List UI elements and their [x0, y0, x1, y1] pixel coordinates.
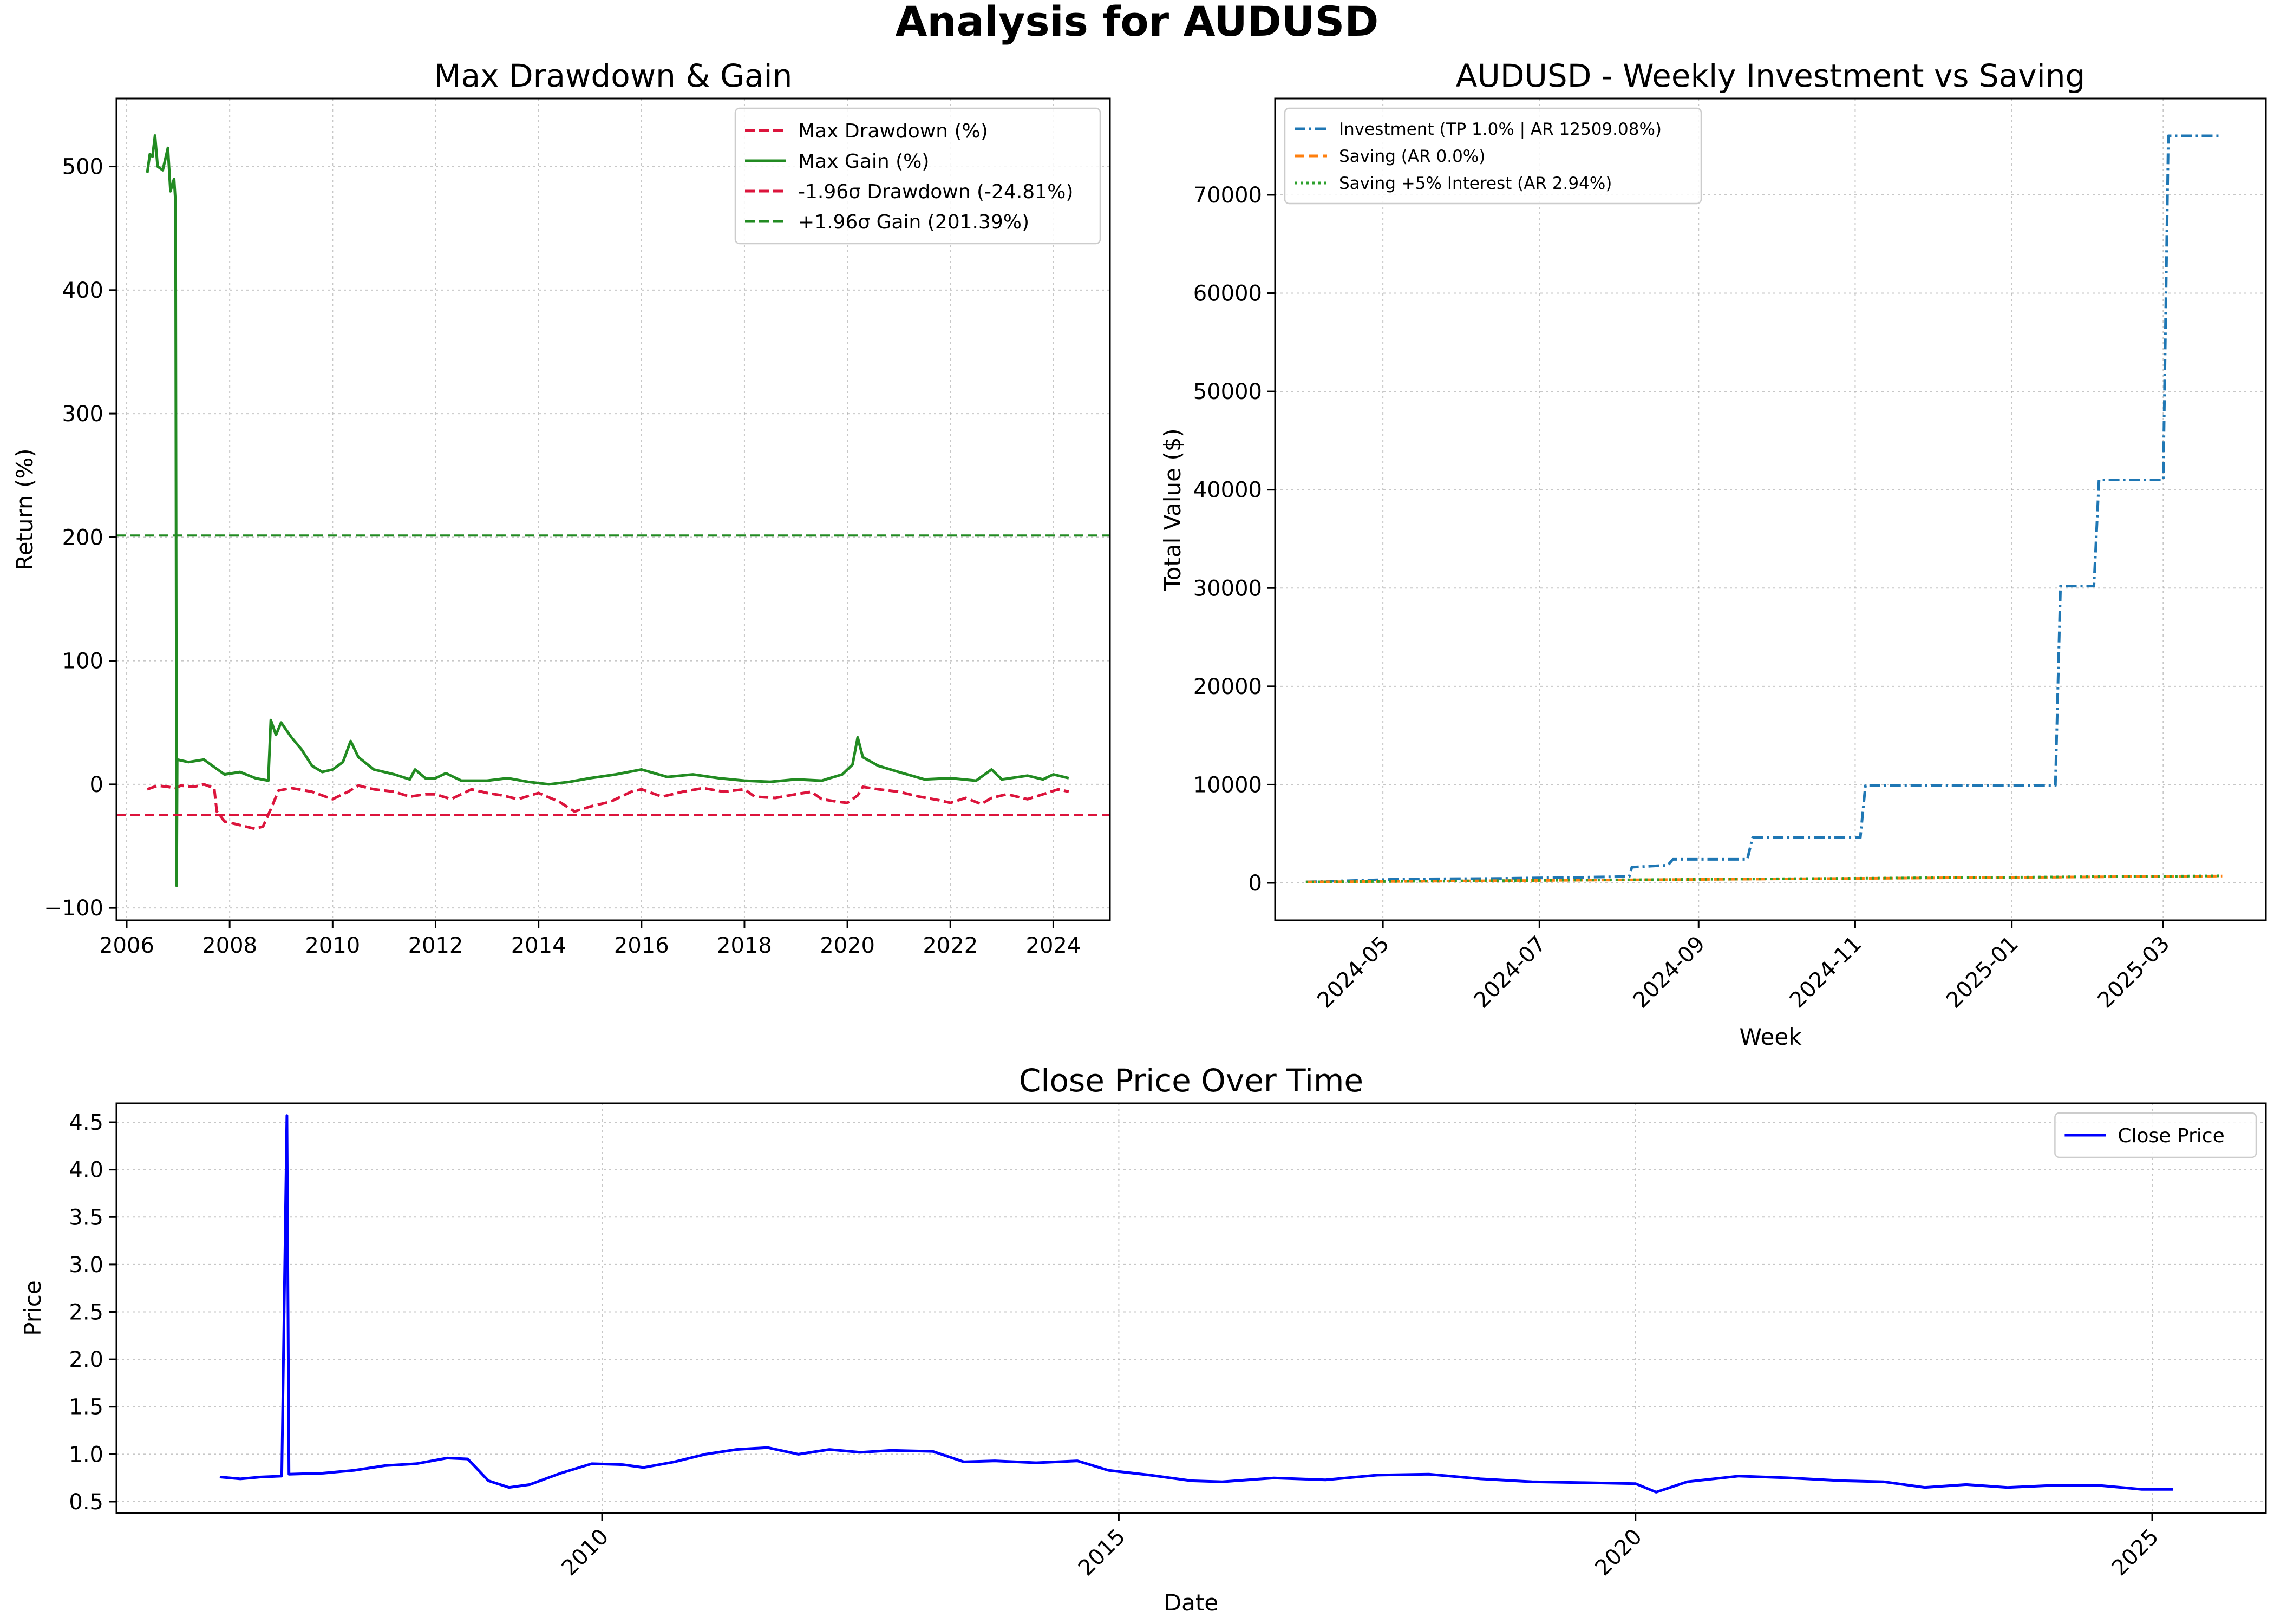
drawdown-plot-area	[116, 134, 1110, 887]
investment-xtick-label: 2024-09	[1629, 932, 1710, 1013]
drawdown-ytick-label: −100	[44, 896, 103, 921]
drawdown-xtick-label: 2008	[202, 933, 257, 958]
drawdown-xtick-label: 2012	[408, 933, 463, 958]
close-ytick-label: 1.5	[69, 1395, 103, 1420]
close-ytick-label: 3.0	[69, 1253, 103, 1278]
close-ytick-label: 4.0	[69, 1158, 103, 1183]
drawdown-legend-label: Max Drawdown (%)	[798, 120, 988, 142]
close-legend-box	[2054, 1112, 2257, 1158]
investment-legend-label: Saving +5% Interest (AR 2.94%)	[1339, 174, 1612, 193]
drawdown-ytick-label: 200	[62, 525, 103, 550]
close-ytick-label: 0.5	[69, 1490, 103, 1515]
drawdown-xtick-label: 2006	[99, 933, 154, 958]
investment-xtick-label: 2025-03	[2093, 932, 2175, 1013]
investment-legend: Investment (TP 1.0% | AR 12509.08%) Savin…	[1284, 107, 1702, 205]
close-series-close-price-line	[219, 1114, 2173, 1494]
close-legend-label: Close Price	[2118, 1125, 2224, 1147]
investment-y-axis-label: Total Value ($)	[1159, 428, 1186, 591]
close-legend: Close Price	[2054, 1112, 2257, 1158]
investment-ytick-label: 10000	[1193, 772, 1262, 797]
investment-chart-title: AUDUSD - Weekly Investment vs Saving	[1456, 57, 2086, 94]
drawdown-xtick-label: 2010	[305, 933, 360, 958]
close-plot-area	[219, 1114, 2173, 1494]
close-chart-title: Close Price Over Time	[1019, 1062, 1363, 1099]
drawdown-ytick-label: 0	[90, 772, 103, 797]
drawdown-series-max-drawdown-line	[147, 783, 1069, 830]
drawdown-xtick-label: 2016	[614, 933, 669, 958]
close-y-axis-label: Price	[19, 1280, 46, 1335]
drawdown-ytick-label: 300	[62, 402, 103, 427]
investment-xtick-label: 2024-05	[1312, 932, 1394, 1013]
close-xtick-label: 2015	[1074, 1524, 1131, 1581]
close-ytick-label: 4.5	[69, 1110, 103, 1135]
close-xtick-label: 2010	[557, 1524, 614, 1581]
drawdown-legend-box	[734, 107, 1101, 245]
drawdown-legend: Max Drawdown (%) Max Gain (%) -1.96σ Drawd…	[734, 107, 1101, 245]
drawdown-ytick-label: 400	[62, 278, 103, 303]
drawdown-legend-label: -1.96σ Drawdown (-24.81%)	[798, 181, 1073, 203]
investment-ytick-label: 40000	[1193, 478, 1262, 503]
close-ytick-label: 2.5	[69, 1300, 103, 1325]
investment-ytick-label: 0	[1249, 871, 1262, 896]
investment-panel: AUDUSD - Weekly Investment vs Saving 0 100…	[1159, 57, 2267, 1050]
figure-title: Analysis for AUDUSD	[896, 0, 1379, 45]
investment-series-investment-tp-1-0-ar-12509-08-line	[1305, 134, 2223, 883]
investment-series-saving-5-interest-ar-2-94-line	[1305, 874, 2223, 883]
close-ytick-label: 2.0	[69, 1347, 103, 1372]
drawdown-ytick-label: 100	[62, 649, 103, 674]
drawdown-xtick-label: 2014	[511, 933, 566, 958]
investment-xtick-label: 2025-01	[1942, 932, 2023, 1013]
drawdown-legend-label: +1.96σ Gain (201.39%)	[798, 211, 1029, 233]
investment-x-axis-label: Week	[1739, 1024, 1802, 1050]
investment-legend-label: Investment (TP 1.0% | AR 12509.08%)	[1339, 120, 1662, 139]
investment-xtick-label: 2024-11	[1785, 932, 1867, 1013]
drawdown-xtick-label: 2018	[717, 933, 772, 958]
drawdown-xtick-label: 2020	[820, 933, 875, 958]
close-ytick-label: 3.5	[69, 1205, 103, 1230]
drawdown-y-axis-label: Return (%)	[11, 448, 38, 570]
close-ytick-label: 1.0	[69, 1442, 103, 1467]
investment-ytick-label: 70000	[1193, 183, 1262, 208]
close-xtick-label: 2025	[2107, 1524, 2164, 1581]
close-axes-frame	[115, 1102, 2267, 1514]
investment-ytick-label: 30000	[1193, 576, 1262, 601]
close-x-axis-label: Date	[1164, 1589, 1218, 1616]
investment-ytick-label: 50000	[1193, 379, 1262, 404]
drawdown-series-max-gain-line	[146, 134, 1069, 887]
investment-plot-area	[1305, 134, 2223, 883]
investment-ytick-label: 20000	[1193, 675, 1262, 699]
investment-legend-box	[1284, 107, 1702, 205]
drawdown-xtick-label: 2024	[1026, 933, 1081, 958]
investment-axes-frame	[1274, 97, 2267, 921]
drawdown-xtick-label: 2022	[923, 933, 978, 958]
close-xtick-label: 2020	[1590, 1524, 1647, 1581]
drawdown-ytick-label: 500	[62, 155, 103, 180]
drawdown-legend-label: Max Gain (%)	[798, 150, 929, 173]
drawdown-axes-frame	[115, 97, 1111, 921]
investment-xtick-label: 2024-07	[1469, 932, 1551, 1013]
investment-legend-label: Saving (AR 0.0%)	[1339, 147, 1485, 166]
drawdown-panel: Max Drawdown & Gain −100 0 100 200 300 400 500 2…	[11, 57, 1111, 958]
investment-ytick-label: 60000	[1193, 281, 1262, 306]
drawdown-chart-title: Max Drawdown & Gain	[434, 57, 793, 94]
close-price-panel: Close Price Over Time 0.5 1.0 1.5 2.0 2.5 3.0 3…	[19, 1062, 2267, 1616]
